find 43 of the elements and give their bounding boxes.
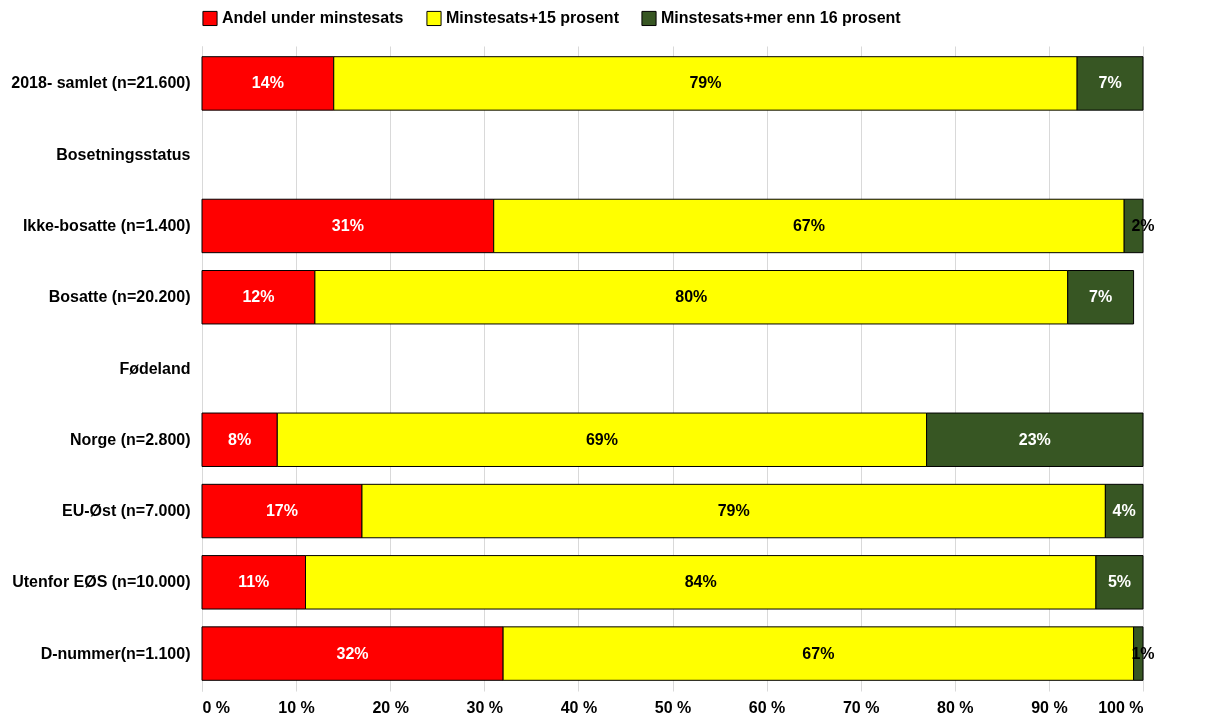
data-label: 84%: [684, 573, 717, 591]
x-tick-label: 90 %: [1031, 698, 1068, 716]
data-label: 31%: [331, 216, 364, 234]
x-tick-label: 60 %: [748, 698, 786, 716]
data-label: 14%: [251, 74, 284, 92]
data-label: 79%: [717, 502, 750, 520]
x-tick-label: 50 %: [654, 698, 692, 716]
x-tick-label: 20 %: [372, 698, 409, 716]
y-tick-label: D-nummer(n=1.100): [40, 644, 191, 662]
y-tick-label: 2018- samlet (n=21.600): [11, 74, 191, 92]
y-tick-label: Utenfor EØS (n=10.000): [12, 573, 191, 591]
data-label: 67%: [802, 644, 835, 662]
data-label: 4%: [1112, 502, 1136, 520]
y-tick-label: Norge (n=2.800): [70, 430, 191, 448]
data-label: 12%: [242, 288, 275, 306]
x-tick-label: 10 %: [278, 698, 315, 716]
data-label: 7%: [1098, 74, 1122, 92]
y-tick-label: Ikke-bosatte (n=1.400): [22, 216, 191, 234]
legend-label: Andel under minstesats: [222, 9, 404, 27]
data-label: 1%: [1131, 644, 1155, 662]
data-label: 80%: [675, 288, 708, 306]
legend-label: Minstesats+15 prosent: [446, 9, 620, 27]
data-label: 7%: [1089, 288, 1113, 306]
data-label: 5%: [1107, 573, 1132, 591]
x-tick-label: 100 %: [1098, 698, 1144, 716]
x-tick-label: 80 %: [937, 698, 974, 716]
y-tick-label: Fødeland: [119, 359, 191, 377]
data-label: 67%: [792, 216, 825, 234]
x-tick-label: 0 %: [202, 698, 231, 716]
y-tick-label: EU-Øst (n=7.000): [62, 502, 191, 520]
data-label: 79%: [689, 74, 722, 92]
data-label: 8%: [228, 430, 252, 448]
x-tick-label: 30 %: [466, 698, 504, 716]
y-tick-label: Bosetningsstatus: [56, 145, 191, 163]
data-label: 17%: [265, 502, 298, 520]
y-tick-label: Bosatte (n=20.200): [48, 288, 191, 306]
x-tick-label: 70 %: [842, 698, 880, 716]
data-label: 23%: [1018, 430, 1051, 448]
data-label: 11%: [238, 573, 270, 591]
legend-label: Minstesats+mer enn 16 prosent: [661, 9, 902, 27]
data-label: 69%: [585, 430, 618, 448]
data-label: 32%: [336, 644, 369, 662]
x-tick-label: 40 %: [560, 698, 598, 716]
